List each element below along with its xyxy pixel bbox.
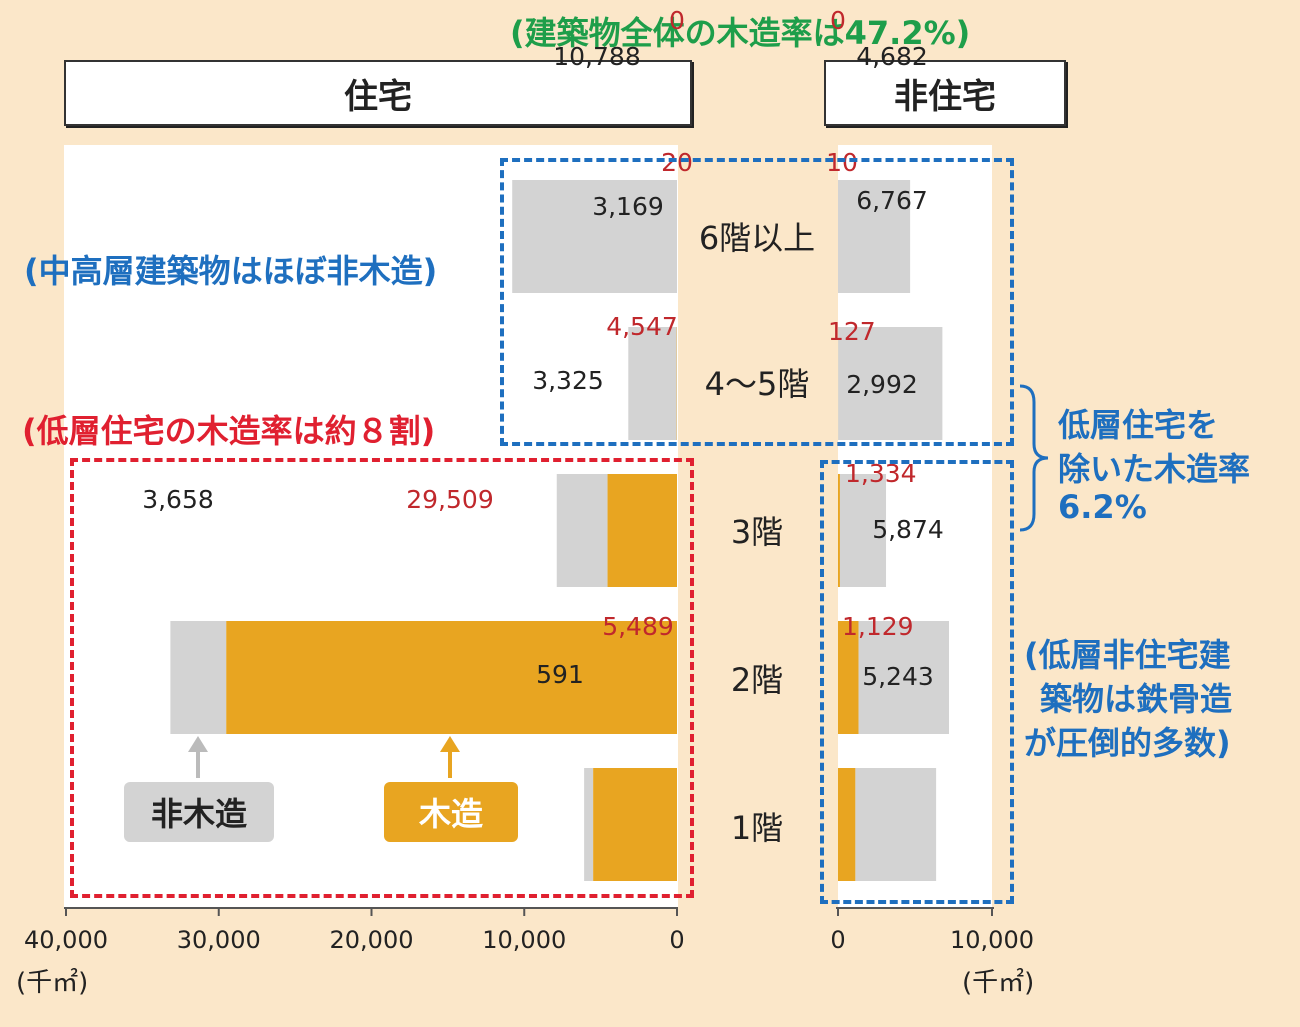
non-residential-note-3: が圧倒的多数) <box>1024 724 1231 762</box>
right-axis-tick-label-1: 10,000 <box>950 926 1034 954</box>
nonres-non-wood-bar-1 <box>838 327 943 440</box>
right-axis-unit: (千㎡) <box>962 968 1035 998</box>
bracket <box>1019 384 1049 532</box>
nonres-wood-bar-4 <box>838 768 856 881</box>
left-axis-tick-label-3: 10,000 <box>482 926 566 954</box>
legend-wood: 木造 <box>384 782 518 842</box>
excluding-low-rise-note-1: 低層住宅を <box>1058 406 1219 444</box>
category-label-4-5: 4〜5階 <box>704 365 810 403</box>
res-wood-label-4: 5,489 <box>602 612 674 641</box>
low-rise-residential-box <box>70 458 694 898</box>
res-non-wood-bar-1 <box>628 327 677 440</box>
res-non-wood-bar-4 <box>584 768 594 881</box>
right-axis-tick-label-0: 0 <box>830 926 845 954</box>
nonres-wood-label-4: 1,129 <box>842 612 914 641</box>
mid-high-rise-note: (中高層建築物はほぼ非木造) <box>24 252 438 290</box>
left-axis-tick-label-1: 30,000 <box>177 926 261 954</box>
nonres-non-wood-bar-0 <box>838 180 911 293</box>
nonres-wood-label-0: 0 <box>830 6 846 35</box>
nonres-non-wood-label-2: 2,992 <box>846 370 918 399</box>
res-wood-label-2: 4,547 <box>606 312 678 341</box>
res-non-wood-label-4: 591 <box>536 660 584 689</box>
nonres-non-wood-bar-2 <box>839 474 887 587</box>
nonres-wood-bar-2 <box>838 474 840 587</box>
nonres-non-wood-bar-3 <box>858 621 950 734</box>
left-axis-tick-label-0: 40,000 <box>24 926 108 954</box>
res-non-wood-label-3: 3,658 <box>142 485 214 514</box>
category-label-6plus: 6階以上 <box>698 219 816 257</box>
left-axis-tick-label-2: 20,000 <box>330 926 414 954</box>
excluding-low-rise-note-2: 除いた木造率 <box>1058 450 1251 488</box>
nonres-wood-label-1: 10 <box>826 148 858 177</box>
left-axis-tick-label-4: 0 <box>669 926 684 954</box>
non-residential-note-2: 築物は鉄骨造 <box>1040 680 1233 718</box>
legend-non-wood-arrowhead <box>188 736 208 752</box>
res-non-wood-bar-3 <box>170 621 227 734</box>
residential-header: 住宅 <box>64 60 692 126</box>
category-label-3: 3階 <box>730 513 784 551</box>
nonres-wood-label-2: 127 <box>828 317 876 346</box>
legend-wood-arrowhead <box>440 736 460 752</box>
nonres-non-wood-bar-4 <box>855 768 937 881</box>
nonres-non-wood-label-4: 5,243 <box>862 662 934 691</box>
excluding-low-rise-note-3: 6.2% <box>1058 488 1147 526</box>
res-non-wood-label-1: 3,169 <box>592 192 664 221</box>
low-rise-residential-note: (低層住宅の木造率は約８割) <box>22 412 436 450</box>
legend-non-wood: 非木造 <box>124 782 274 842</box>
res-wood-bar-3 <box>226 621 677 734</box>
mid-high-rise-box <box>500 158 1014 446</box>
low-rise-non-residential-box <box>820 460 1014 904</box>
category-label-1: 1階 <box>730 809 784 847</box>
res-non-wood-label-2: 3,325 <box>532 366 604 395</box>
non-residential-header: 非住宅 <box>824 60 1066 126</box>
res-wood-bar-2 <box>607 474 677 587</box>
res-wood-label-3: 29,509 <box>406 485 493 514</box>
nonres-wood-bar-3 <box>838 621 859 734</box>
res-non-wood-bar-0 <box>512 180 677 293</box>
non-residential-note-1: (低層非住宅建 <box>1024 636 1231 674</box>
overall-wood-ratio-note: (建築物全体の木造率は47.2%) <box>510 14 971 52</box>
res-wood-label-1: 20 <box>661 148 693 177</box>
category-label-2: 2階 <box>730 661 784 699</box>
nonres-non-wood-label-1: 6,767 <box>856 186 928 215</box>
nonres-non-wood-label-3: 5,874 <box>872 515 944 544</box>
res-non-wood-bar-2 <box>556 474 608 587</box>
nonres-non-wood-label-0: 4,682 <box>856 42 928 71</box>
left-axis-unit: (千㎡) <box>16 968 89 998</box>
res-wood-label-0: 0 <box>669 6 685 35</box>
res-wood-bar-4 <box>593 768 677 881</box>
res-non-wood-label-0: 10,788 <box>553 42 640 71</box>
